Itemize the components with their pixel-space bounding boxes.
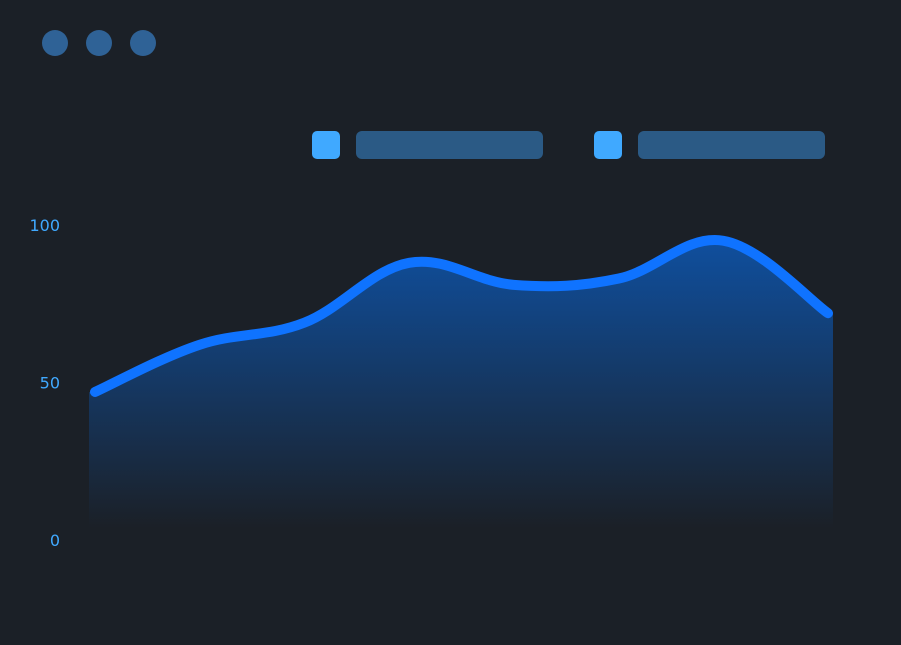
legend-swatch <box>312 131 340 159</box>
legend-label-placeholder <box>356 131 543 159</box>
window-controls <box>42 30 156 56</box>
legend <box>312 131 825 159</box>
series-line-0 <box>90 235 833 397</box>
dot-2[interactable] <box>86 30 112 56</box>
dot-3[interactable] <box>130 30 156 56</box>
legend-item-2[interactable] <box>594 131 825 159</box>
y-tick-label-100: 100 <box>29 216 60 235</box>
legend-swatch <box>594 131 622 159</box>
legend-label-placeholder <box>638 131 825 159</box>
y-tick-label-50: 50 <box>40 374 60 393</box>
series-area-0 <box>89 240 833 528</box>
legend-item-1[interactable] <box>312 131 543 159</box>
y-tick-label-0: 0 <box>50 531 60 550</box>
dot-1[interactable] <box>42 30 68 56</box>
